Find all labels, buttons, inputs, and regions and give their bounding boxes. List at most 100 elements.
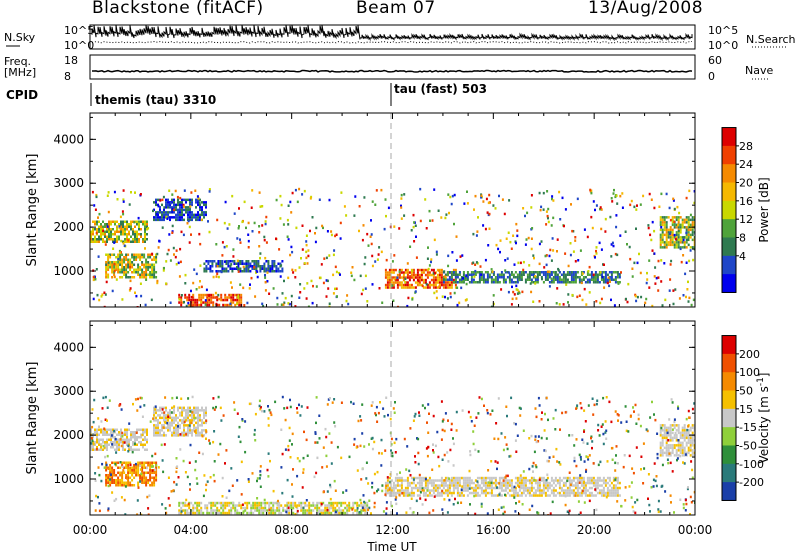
echo-cell: [180, 510, 183, 513]
echo-cell: [118, 235, 120, 238]
echo-cell: [230, 298, 233, 302]
echo-cell: [582, 486, 585, 490]
echo-cell: [514, 240, 517, 243]
echo-cell: [691, 444, 694, 447]
echo-cell: [105, 469, 108, 472]
echo-cell: [616, 494, 619, 497]
echo-cell: [636, 204, 638, 207]
echo-cell: [380, 188, 383, 192]
echo-cell: [139, 396, 142, 400]
echo-cell: [551, 197, 553, 201]
echo-cell: [169, 259, 172, 262]
echo-cell: [442, 281, 445, 284]
echo-cell: [522, 476, 525, 480]
echo-cell: [422, 494, 425, 497]
echo-cell: [675, 233, 678, 237]
echo-cell: [161, 406, 163, 410]
echo-cell: [602, 491, 605, 495]
echo-cell: [606, 489, 609, 492]
echo-cell: [446, 476, 449, 480]
echo-cell: [272, 511, 275, 515]
echo-cell: [582, 441, 585, 444]
echo-cell: [683, 449, 686, 452]
echo-cell: [245, 267, 248, 270]
echo-cell: [443, 453, 446, 457]
echo-cell: [98, 240, 100, 243]
echo-cell: [294, 188, 297, 192]
echo-cell: [121, 298, 124, 301]
echo-cell: [134, 291, 136, 294]
echo-cell: [208, 298, 211, 302]
echo-cell: [107, 258, 110, 261]
echo-cell: [478, 271, 481, 274]
echo-cell: [534, 278, 537, 281]
echo-cell: [255, 267, 258, 270]
echo-cell: [173, 206, 175, 209]
echo-cell: [669, 446, 672, 450]
echo-cell: [452, 442, 455, 446]
echo-cell: [140, 436, 142, 439]
echo-cell: [392, 491, 395, 495]
echo-cell: [542, 208, 545, 211]
echo-cell: [442, 486, 445, 490]
echo-cell: [500, 432, 503, 435]
echo-cell: [360, 511, 363, 515]
echo-cell: [513, 485, 516, 489]
echo-cell: [320, 502, 323, 506]
echo-cell: [382, 510, 385, 513]
echo-cell: [458, 494, 461, 497]
echo-cell: [434, 286, 437, 289]
echo-cell: [245, 226, 247, 230]
echo-cell: [661, 304, 664, 307]
echo-cell: [484, 227, 487, 231]
echo-cell: [430, 278, 433, 282]
echo-cell: [494, 207, 497, 210]
echo-cell: [195, 431, 197, 435]
echo-cell: [669, 451, 672, 455]
echo-cell: [677, 218, 680, 222]
echo-cell: [203, 213, 205, 217]
echo-cell: [568, 273, 571, 276]
echo-cell: [426, 257, 429, 260]
echo-cell: [336, 295, 338, 298]
echo-cell: [305, 243, 308, 247]
echo-cell: [659, 449, 662, 452]
echo-cell: [308, 504, 311, 507]
echo-cell: [460, 281, 463, 284]
echo-cell: [192, 301, 195, 304]
echo-cell: [547, 220, 550, 224]
echo-cell: [357, 419, 360, 423]
echo-cell: [552, 417, 555, 420]
echo-cell: [156, 252, 159, 256]
echo-cell: [580, 406, 583, 410]
echo-cell: [661, 238, 664, 242]
echo-cell: [500, 481, 503, 485]
echo-cell: [500, 484, 503, 487]
echo-cell: [220, 270, 223, 274]
echo-cell: [173, 198, 175, 202]
echo-cell: [410, 273, 413, 277]
echo-cell: [345, 489, 348, 492]
echo-cell: [689, 218, 692, 222]
echo-cell: [230, 509, 233, 512]
echo-cell: [388, 491, 391, 495]
nsearch-label: N.Search: [746, 33, 796, 46]
echo-cell: [259, 470, 262, 473]
echo-cell: [569, 242, 572, 245]
echo-cell: [202, 511, 205, 515]
echo-cell: [137, 474, 140, 477]
echo-cell: [524, 494, 527, 497]
echo-cell: [374, 412, 377, 415]
echo-cell: [616, 281, 619, 284]
echo-cell: [105, 476, 108, 479]
echo-cell: [132, 238, 134, 241]
echo-cell: [238, 301, 241, 304]
echo-cell: [145, 278, 148, 281]
echo-cell: [149, 484, 152, 487]
echo-cell: [208, 296, 211, 299]
echo-cell: [356, 504, 359, 507]
echo-cell: [687, 231, 690, 234]
echo-cell: [670, 501, 672, 504]
echo-cell: [114, 436, 116, 439]
echo-cell: [418, 268, 421, 272]
